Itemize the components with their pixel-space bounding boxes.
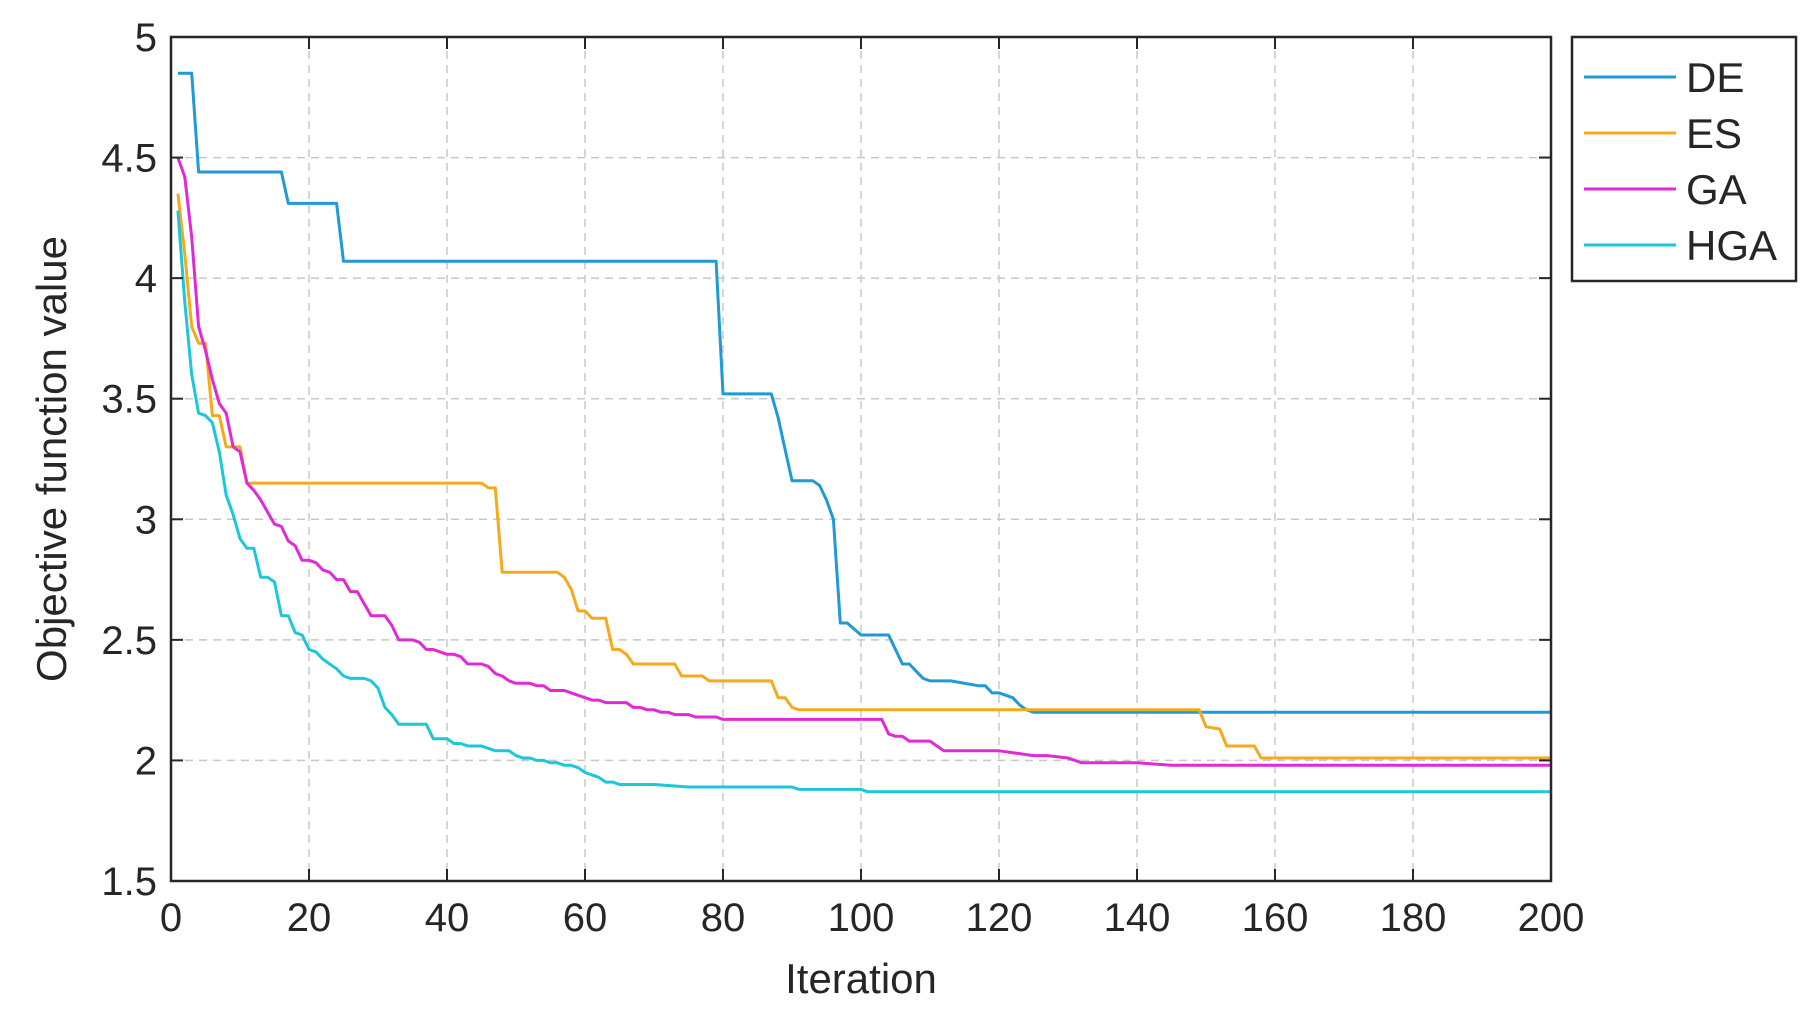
y-tick-label: 4 bbox=[135, 257, 157, 301]
x-axis-label: Iteration bbox=[785, 955, 937, 1002]
legend-items: DE ES GA HGA bbox=[1584, 54, 1777, 269]
series-lines bbox=[176, 71, 1551, 794]
legend-label-es: ES bbox=[1686, 110, 1742, 157]
x-tick-label: 60 bbox=[563, 896, 608, 940]
legend: DE ES GA HGA bbox=[1570, 35, 1798, 283]
x-tick-label: 20 bbox=[287, 896, 332, 940]
x-tick-label: 100 bbox=[828, 896, 895, 940]
x-tick-label: 200 bbox=[1518, 896, 1585, 940]
x-tick-label: 80 bbox=[701, 896, 746, 940]
x-tick-label: 0 bbox=[160, 896, 182, 940]
axis-ticks bbox=[170, 36, 1552, 882]
x-tick-label: 160 bbox=[1242, 896, 1309, 940]
series-line-hga bbox=[176, 210, 1551, 794]
y-tick-label: 2.5 bbox=[101, 619, 157, 663]
legend-label-hga: HGA bbox=[1686, 222, 1777, 269]
x-tick-label: 120 bbox=[966, 896, 1033, 940]
x-tick-label: 180 bbox=[1380, 896, 1447, 940]
y-tick-label: 5 bbox=[135, 16, 157, 60]
y-tick-label: 2 bbox=[135, 739, 157, 783]
legend-label-ga: GA bbox=[1686, 166, 1747, 213]
series-line-ga bbox=[176, 157, 1551, 767]
x-tick-label: 40 bbox=[425, 896, 470, 940]
y-axis-label: Objective function value bbox=[28, 236, 75, 682]
legend-label-de: DE bbox=[1686, 54, 1744, 101]
y-tick-label: 3.5 bbox=[101, 378, 157, 422]
y-tick-label: 3 bbox=[135, 498, 157, 542]
y-tick-label: 1.5 bbox=[101, 860, 157, 904]
y-tick-label: 4.5 bbox=[101, 137, 157, 181]
x-tick-label: 140 bbox=[1104, 896, 1171, 940]
tick-labels: 0 20 40 60 80 100 120 140 160 180 200 1.5 2 2.5 3 3.5 4 4… bbox=[101, 16, 1584, 940]
series-line-de bbox=[177, 71, 1551, 714]
